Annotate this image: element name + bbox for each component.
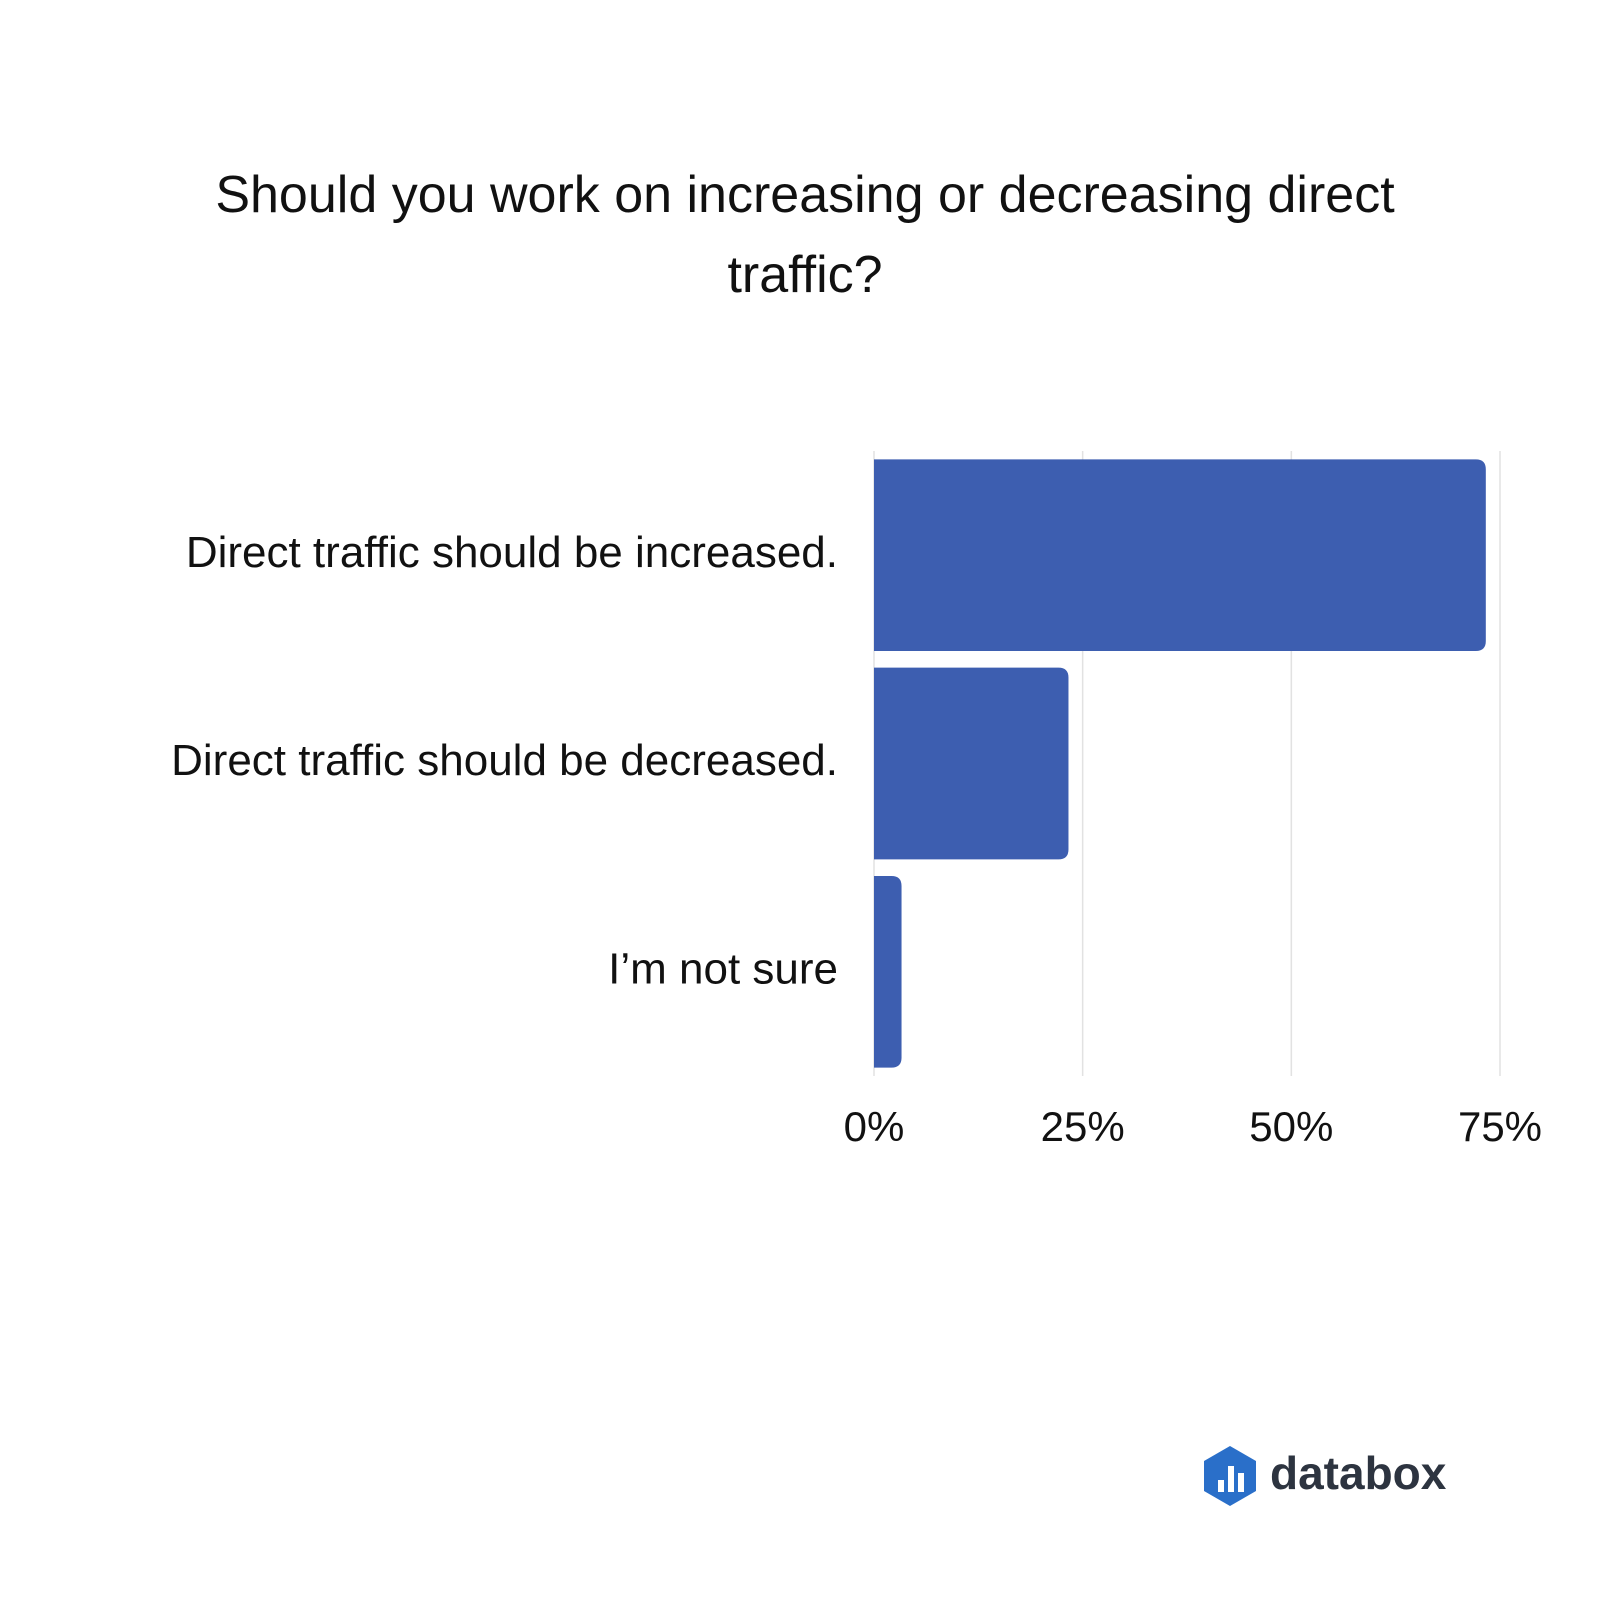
y-tick-label: Direct traffic should be decreased. <box>171 736 838 785</box>
bar <box>874 876 902 1068</box>
x-tick-label: 50% <box>1249 1103 1333 1150</box>
y-tick-label: I’m not sure <box>608 944 838 993</box>
y-tick-label: Direct traffic should be increased. <box>186 528 838 577</box>
bar <box>874 459 1486 651</box>
bar <box>874 667 1069 860</box>
x-tick-label: 75% <box>1458 1103 1542 1150</box>
x-tick-label: 0% <box>844 1103 905 1150</box>
chart-title: Should you work on increasing or decreas… <box>215 166 1395 304</box>
logo-icon <box>1204 1446 1256 1506</box>
x-tick-label: 25% <box>1041 1103 1125 1150</box>
logo-text: databox <box>1270 1447 1447 1499</box>
